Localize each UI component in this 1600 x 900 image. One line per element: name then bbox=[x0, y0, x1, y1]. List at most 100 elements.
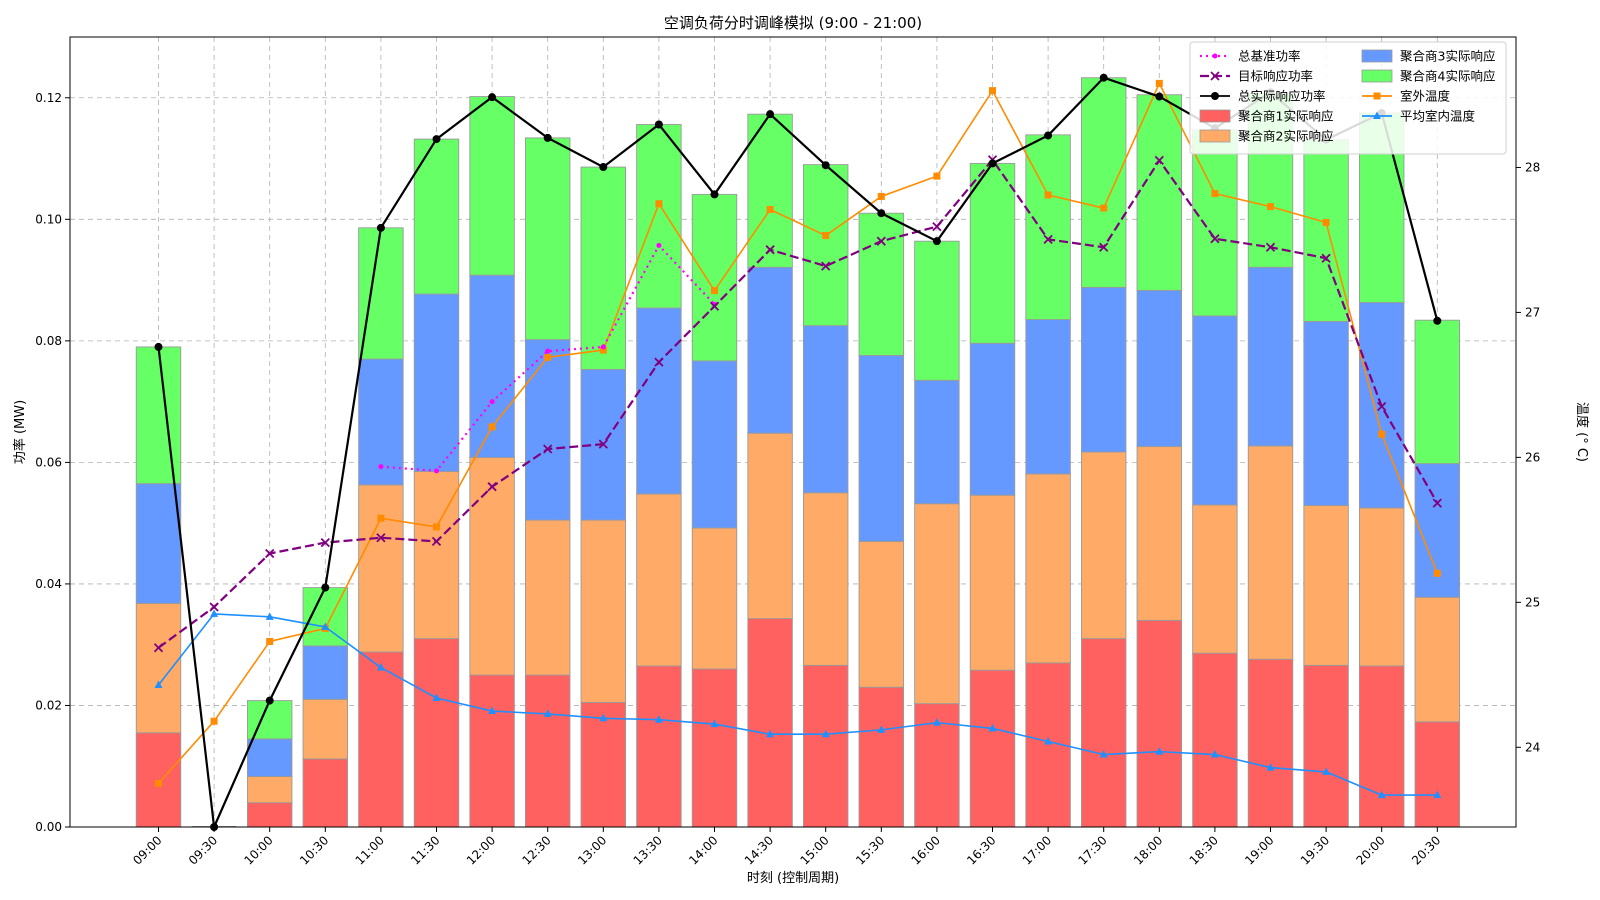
legend-label: 聚合商1实际响应 bbox=[1238, 109, 1333, 124]
bar-segment bbox=[580, 519, 626, 703]
line-point bbox=[1043, 234, 1053, 244]
bar-segment bbox=[413, 471, 460, 640]
line-point bbox=[1433, 316, 1442, 325]
bar-segment bbox=[246, 700, 293, 740]
legend-item: 总基准功率 bbox=[1200, 49, 1301, 64]
line-point bbox=[1377, 401, 1387, 412]
line-point bbox=[543, 444, 553, 454]
legend-item: 聚合商1实际响应 bbox=[1199, 109, 1333, 124]
line-point bbox=[1155, 79, 1163, 87]
line-point bbox=[1373, 111, 1381, 119]
line-point bbox=[1154, 155, 1164, 165]
bar-segment bbox=[1247, 445, 1294, 660]
bar-segment bbox=[1358, 665, 1405, 828]
line-point bbox=[599, 713, 608, 722]
y-axis-title: 功率 (MW) bbox=[12, 400, 28, 464]
y-tick-label: 0.06 bbox=[35, 455, 62, 469]
line-point bbox=[209, 602, 219, 612]
bar-segment bbox=[914, 240, 960, 381]
bar-segment bbox=[246, 802, 293, 828]
line-point bbox=[710, 190, 719, 199]
line-point bbox=[1210, 750, 1219, 758]
bar-segment bbox=[358, 227, 404, 360]
line-point bbox=[1044, 131, 1053, 140]
line-point bbox=[989, 87, 996, 95]
line-point bbox=[711, 287, 718, 295]
line-point bbox=[265, 612, 274, 620]
bar-segment bbox=[525, 339, 571, 521]
line-point bbox=[489, 399, 495, 405]
line-point bbox=[765, 245, 775, 255]
bar-segment bbox=[691, 193, 738, 362]
bar-segment bbox=[1303, 320, 1349, 506]
bar-segment bbox=[302, 698, 348, 760]
line-series-group bbox=[378, 242, 717, 474]
bar-segment bbox=[691, 527, 738, 670]
bar-segment bbox=[803, 664, 849, 828]
bar-segment bbox=[747, 266, 793, 434]
line-point bbox=[488, 93, 497, 102]
bar-segment bbox=[914, 503, 960, 705]
legend-label: 总实际响应功率 bbox=[1238, 89, 1326, 104]
line-point bbox=[656, 242, 662, 248]
line-point bbox=[376, 223, 385, 232]
line-point bbox=[1322, 767, 1331, 775]
bar-segment bbox=[636, 124, 682, 309]
line-point bbox=[1210, 234, 1220, 244]
line-point bbox=[543, 133, 552, 142]
line-point bbox=[988, 159, 997, 168]
line-point bbox=[1212, 53, 1218, 59]
line-point bbox=[377, 514, 385, 522]
legend-swatch bbox=[1199, 129, 1231, 143]
line-point bbox=[1155, 92, 1164, 101]
bar-segment bbox=[525, 519, 571, 676]
line-point bbox=[488, 423, 496, 431]
bar-segment bbox=[969, 494, 1016, 671]
y2-tick-label: 28 bbox=[1525, 160, 1540, 174]
bar-segment bbox=[691, 668, 738, 828]
line-series-group bbox=[154, 609, 1442, 799]
line-point bbox=[654, 715, 663, 723]
line-point bbox=[265, 696, 274, 705]
legend-label: 聚合商4实际响应 bbox=[1400, 69, 1495, 84]
bar-segment bbox=[1192, 129, 1238, 317]
line-point bbox=[1099, 242, 1109, 252]
line-point bbox=[266, 637, 274, 645]
stacked-bars bbox=[135, 77, 1461, 828]
y2-tick-label: 25 bbox=[1525, 595, 1540, 609]
legend-label: 平均室内温度 bbox=[1400, 109, 1476, 124]
bar-segment bbox=[358, 484, 404, 653]
bar-segment bbox=[246, 776, 293, 804]
line-point bbox=[599, 346, 607, 354]
line-point bbox=[599, 163, 608, 172]
legend-item: 聚合商3实际响应 bbox=[1361, 49, 1495, 64]
line-point bbox=[1211, 92, 1219, 100]
legend-label: 聚合商2实际响应 bbox=[1238, 129, 1333, 144]
line-series-group bbox=[153, 155, 1442, 653]
line-point bbox=[821, 729, 830, 738]
bar-segment bbox=[858, 212, 904, 356]
legend-item: 聚合商2实际响应 bbox=[1199, 129, 1333, 144]
bar-segment bbox=[914, 379, 960, 505]
line-point bbox=[1100, 204, 1108, 212]
legend-item: 平均室内温度 bbox=[1362, 109, 1476, 124]
line-point bbox=[877, 192, 885, 200]
bar-segment bbox=[580, 701, 626, 828]
bar-segment bbox=[1080, 638, 1127, 828]
line-point bbox=[1265, 242, 1276, 252]
bar-segment bbox=[691, 360, 738, 529]
line-point bbox=[654, 120, 663, 129]
legend-item: 室外温度 bbox=[1362, 89, 1451, 104]
bar-segment bbox=[747, 618, 793, 828]
bar-segment bbox=[1136, 619, 1183, 828]
line-point bbox=[1322, 219, 1330, 227]
bar-segment bbox=[803, 492, 849, 666]
line-point bbox=[431, 536, 442, 547]
bar-segment bbox=[636, 307, 682, 495]
bar-segment bbox=[969, 669, 1016, 828]
line-point bbox=[1044, 191, 1052, 199]
bar-segment bbox=[1080, 286, 1127, 453]
line-point bbox=[155, 780, 162, 788]
